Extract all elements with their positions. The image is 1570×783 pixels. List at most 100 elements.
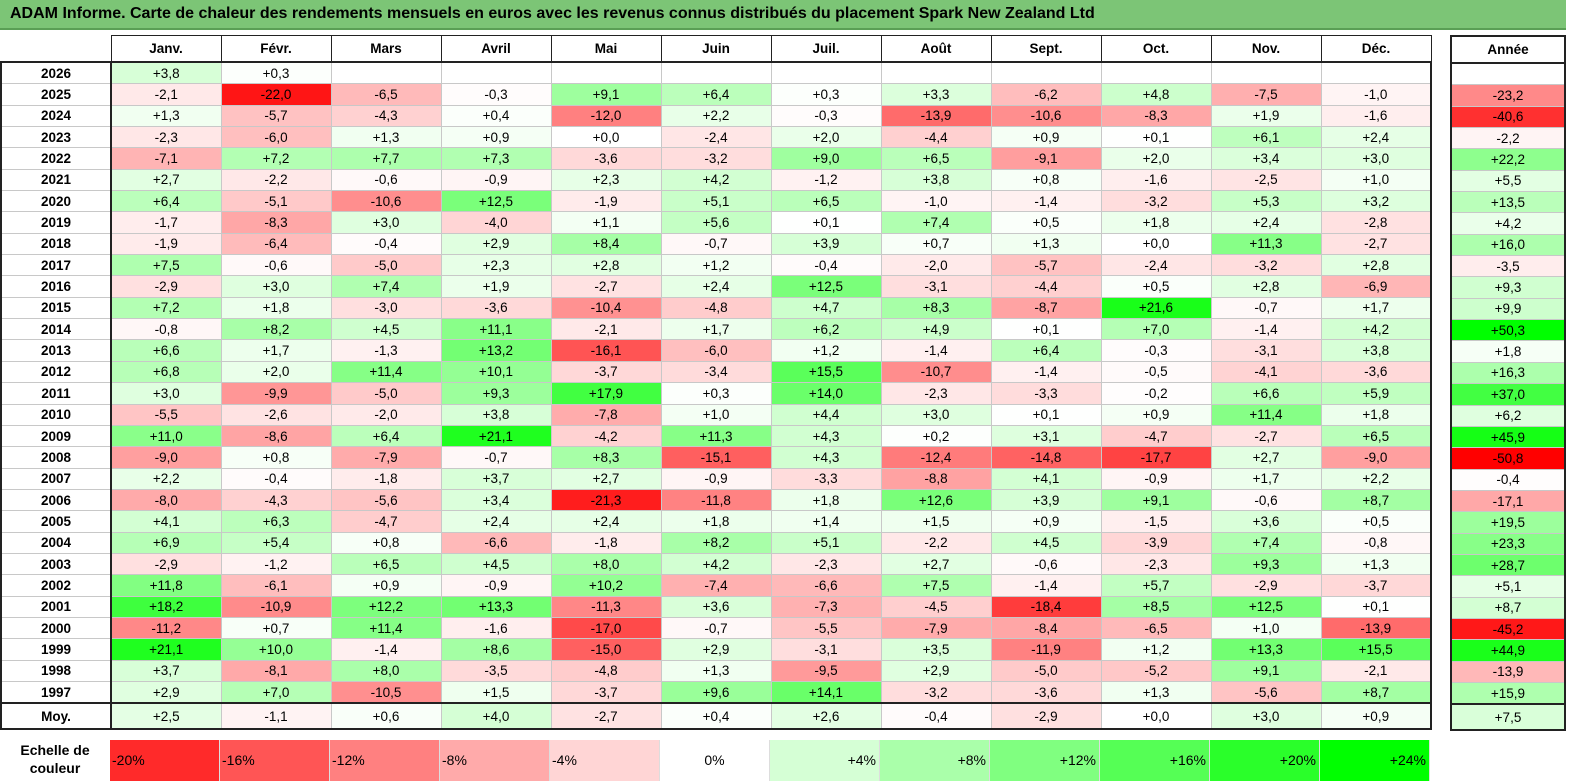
heatmap-cell: +1,3 [1320, 552, 1432, 576]
heatmap-cell: +7,3 [440, 147, 552, 170]
annual-cell: +15,9 [1450, 681, 1566, 705]
year-row: 2007 +2,2 -0,4 -1,8 +3,7 +2,7 -0,9 -3,3 -8,8 +4,1… [0, 467, 1432, 490]
heatmap-cell: -13,9 [880, 104, 992, 128]
heatmap-cell: -0,5 [1100, 360, 1212, 384]
heatmap-cell: -0,6 [220, 254, 332, 277]
heatmap-cell: +4,5 [330, 318, 442, 341]
heatmap-cell: +4,2 [660, 552, 772, 576]
heatmap-cell: +4,7 [770, 296, 882, 320]
heatmap-cell: +3,6 [660, 595, 772, 618]
heatmap-cell: +2,4 [1320, 126, 1432, 149]
heatmap-cell: -10,5 [330, 680, 442, 704]
heatmap-cell: +10,2 [550, 574, 662, 597]
heatmap-cell: -3,4 [660, 360, 772, 384]
heatmap-cell: +4,1 [110, 510, 222, 533]
heatmap-cell: -18,4 [990, 595, 1102, 618]
heatmap-cell: +2,3 [550, 168, 662, 192]
heatmap-cell: -3,1 [1210, 339, 1322, 362]
heatmap-cell: -2,7 [1210, 424, 1322, 448]
heatmap-cell: -1,4 [990, 190, 1102, 213]
heatmap-cell: -3,1 [880, 275, 992, 298]
heatmap-cell [1100, 61, 1212, 85]
heatmap-cell: +1,9 [440, 275, 552, 298]
heatmap-cell: -5,5 [770, 616, 882, 640]
annual-cell [1450, 62, 1566, 86]
heatmap-cell: -2,1 [550, 318, 662, 341]
annual-row: +9,9 [1450, 297, 1566, 321]
heatmap-cell: +4,2 [660, 168, 772, 192]
heatmap-cell: +4,3 [770, 424, 882, 448]
heatmap-cell: +11,1 [440, 318, 552, 341]
heatmap-cell: -2,0 [880, 254, 992, 277]
heatmap-cell: -2,3 [880, 382, 992, 405]
annual-header: Année [1450, 35, 1566, 64]
heatmap-cell: +1,5 [440, 680, 552, 704]
heatmap-cell: +7,2 [220, 147, 332, 170]
year-row: 2009 +11,0 -8,6 +6,4 +21,1 -4,2 +11,3 +4,3 +0,2 +… [0, 424, 1432, 448]
heatmap-cell: -8,4 [990, 616, 1102, 640]
annual-row: +16,3 [1450, 361, 1566, 385]
year-row: 2020 +6,4 -5,1 -10,6 +12,5 -1,9 +5,1 +6,5 -1,0 -1… [0, 190, 1432, 213]
heatmap-cell: +6,5 [770, 190, 882, 213]
heatmap-cell: +8,3 [550, 446, 662, 469]
heatmap-cell: +3,3 [880, 83, 992, 106]
heatmap-cell: -6,6 [770, 574, 882, 597]
heatmap-cell: +1,0 [1210, 616, 1322, 640]
heatmap-cell: +2,3 [440, 254, 552, 277]
year-row: 2006 -8,0 -4,3 -5,6 +3,4 -21,3 -11,8 +1,8 +12,6 +… [0, 488, 1432, 512]
heatmap-cell: +12,5 [440, 190, 552, 213]
heatmap-cell: +1,0 [660, 403, 772, 426]
annual-cell: -50,8 [1450, 447, 1566, 470]
heatmap-cell: +0,1 [1100, 126, 1212, 149]
annual-cell: +44,9 [1450, 639, 1566, 662]
heatmap-cell: +0,9 [330, 574, 442, 597]
annual-row: -2,2 [1450, 127, 1566, 150]
heatmap-cell: +5,3 [1210, 190, 1322, 213]
heatmap-cell: +18,2 [110, 595, 222, 618]
heatmap-cell: -10,6 [330, 190, 442, 213]
heatmap-cell: +0,0 [1100, 702, 1212, 731]
heatmap-cell: +0,6 [330, 702, 442, 731]
average-label: Moy. [0, 702, 112, 731]
annual-cell: +5,5 [1450, 169, 1566, 193]
heatmap-cell: +1,8 [220, 296, 332, 320]
heatmap-cell: +7,7 [330, 147, 442, 170]
heatmap-cell: +2,7 [1210, 446, 1322, 469]
annual-cell: +7,5 [1450, 703, 1566, 732]
heatmap-cell: +3,8 [110, 61, 222, 85]
annual-row [1450, 62, 1566, 86]
heatmap-cell: -9,9 [220, 382, 332, 405]
heatmap-cell [1320, 61, 1432, 85]
heatmap-cell: -2,4 [1100, 254, 1212, 277]
heatmap-cell: +1,8 [660, 510, 772, 533]
heatmap-cell: +0,7 [880, 232, 992, 256]
heatmap-cell: -5,6 [1210, 680, 1322, 704]
heatmap-cell: +2,0 [1100, 147, 1212, 170]
color-scale-swatch: +8% [880, 740, 990, 781]
heatmap-cell: -2,2 [220, 168, 332, 192]
heatmap-cell: -3,6 [440, 296, 552, 320]
heatmap-cell: +6,4 [660, 83, 772, 106]
year-label: 2021 [0, 168, 112, 192]
heatmap-cell: +9,1 [1100, 488, 1212, 512]
month-header: Août [880, 35, 992, 63]
annual-cell: -2,2 [1450, 127, 1566, 150]
heatmap-cell: -7,8 [550, 403, 662, 426]
heatmap-cell: +2,7 [880, 552, 992, 576]
year-label: 2014 [0, 318, 112, 341]
heatmap-cell: +7,5 [110, 254, 222, 277]
annual-row: -45,2 [1450, 617, 1566, 641]
annual-cell: +37,0 [1450, 383, 1566, 406]
heatmap-cell: +10,1 [440, 360, 552, 384]
heatmap-cell: -5,6 [330, 488, 442, 512]
heatmap-cell: -2,0 [330, 403, 442, 426]
heatmap-cell: +11,3 [660, 424, 772, 448]
heatmap-cell: -7,5 [1210, 83, 1322, 106]
heatmap-cell: +1,4 [770, 510, 882, 533]
heatmap-cell: +1,0 [1320, 168, 1432, 192]
heatmap-cell: +2,4 [440, 510, 552, 533]
annual-cell: +19,5 [1450, 511, 1566, 534]
year-row: 1997 +2,9 +7,0 -10,5 +1,5 -3,7 +9,6 +14,1 -3,2 -3… [0, 680, 1432, 704]
heatmap-cell: +3,9 [770, 232, 882, 256]
year-row: 2010 -5,5 -2,6 -2,0 +3,8 -7,8 +1,0 +4,4 +3,0 +0,1… [0, 403, 1432, 426]
